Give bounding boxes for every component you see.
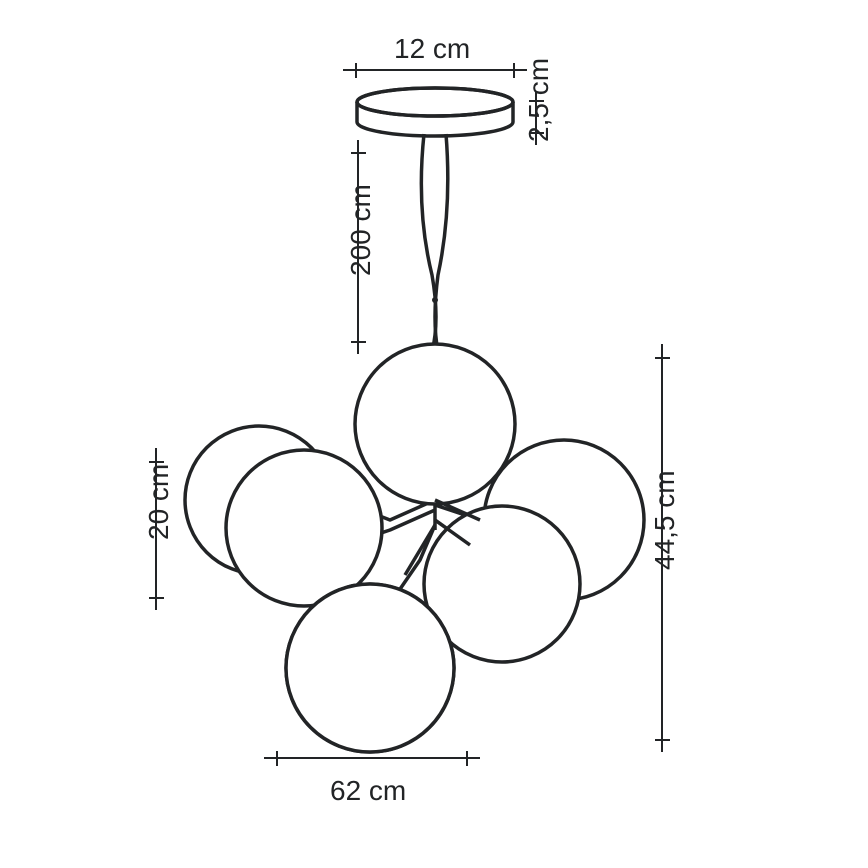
dim-label-canopy_width: 12 cm	[394, 33, 470, 64]
dim-body_height: 44,5 cm	[649, 344, 680, 752]
dim-overall_width: 62 cm	[264, 751, 480, 806]
dim-label-overall_width: 62 cm	[330, 775, 406, 806]
dim-canopy_width: 12 cm	[343, 33, 527, 78]
dim-cable_length: 200 cm	[345, 140, 376, 354]
dim-label-canopy_height: 2,5 cm	[523, 58, 554, 142]
dim-label-body_height: 44,5 cm	[649, 470, 680, 570]
globes	[185, 344, 644, 752]
dim-canopy_height: 2,5 cm	[523, 58, 554, 145]
dim-label-globe_diameter: 20 cm	[143, 464, 174, 540]
canopy	[357, 88, 513, 136]
dim-globe_diameter: 20 cm	[143, 448, 174, 610]
suspension-cables	[421, 134, 447, 352]
lamp-dimension-diagram: 12 cm 2,5 cm 200 cm 20 cm 44,5 cm 62 cm	[0, 0, 868, 868]
dim-label-cable_length: 200 cm	[345, 184, 376, 276]
